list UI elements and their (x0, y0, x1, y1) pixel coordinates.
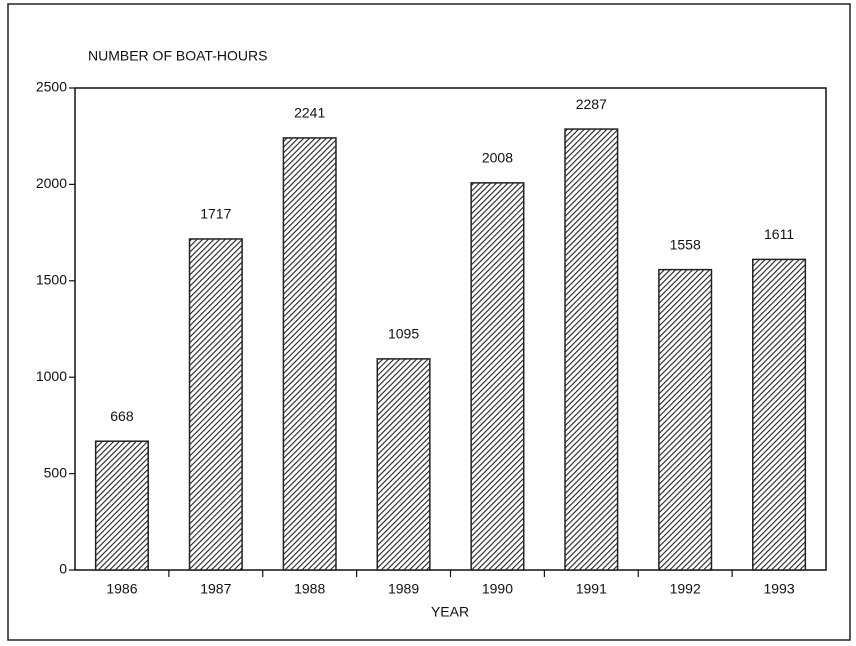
value-label: 1558 (670, 236, 701, 252)
plot-frame (74, 87, 827, 571)
x-tick-label: 1987 (200, 581, 231, 597)
y-tick-label: 2500 (36, 79, 67, 95)
bar (188, 238, 243, 571)
value-label: 1611 (764, 226, 794, 242)
chart-title: NUMBER OF BOAT-HOURS (88, 48, 267, 64)
value-label: 2008 (482, 150, 513, 166)
x-tick-label: 1986 (106, 581, 137, 597)
bar (470, 182, 525, 571)
bar (752, 258, 807, 571)
x-tick-label: 1991 (576, 581, 607, 597)
x-tick-label: 1990 (482, 581, 513, 597)
x-tick-label: 1989 (388, 581, 419, 597)
value-label: 1717 (200, 206, 231, 222)
bar (658, 268, 713, 571)
bar (94, 440, 149, 571)
bar (282, 137, 337, 571)
y-tick-label: 2000 (36, 175, 67, 191)
value-label: 1095 (388, 326, 419, 342)
y-tick-label: 1000 (36, 368, 67, 384)
x-tick-label: 1993 (763, 581, 794, 597)
y-tick-label: 0 (59, 561, 67, 577)
bar (564, 128, 619, 571)
value-label: 668 (110, 408, 134, 424)
outer-frame (7, 3, 851, 641)
value-label: 2241 (294, 105, 325, 121)
x-tick-label: 1988 (294, 581, 325, 597)
y-tick-label: 1500 (36, 272, 67, 288)
x-tick-label: 1992 (670, 581, 701, 597)
bar (376, 358, 431, 571)
x-axis-label: YEAR (431, 604, 469, 620)
y-tick-label: 500 (44, 464, 68, 480)
value-label: 2287 (576, 96, 607, 112)
